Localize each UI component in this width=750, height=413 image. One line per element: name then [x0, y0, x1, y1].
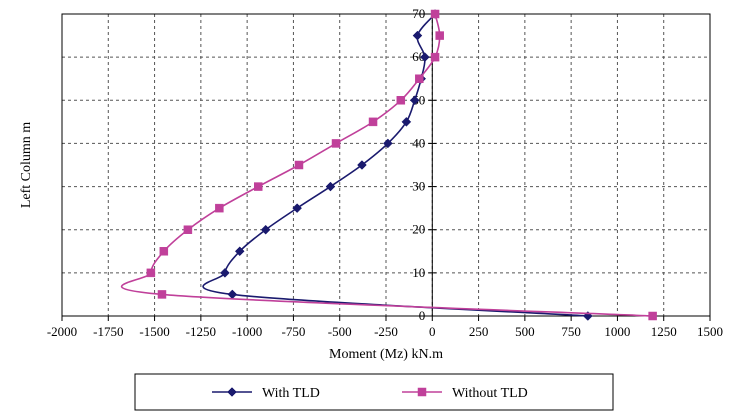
data-point-without-tld	[368, 117, 378, 127]
data-point-with-tld	[260, 224, 271, 235]
data-point-without-tld	[254, 182, 263, 191]
x-tick-label: -1750	[93, 324, 123, 339]
legend-item-without-tld: Without TLD	[402, 386, 528, 401]
data-point-without-tld	[215, 203, 224, 213]
x-tick-label: -1000	[232, 324, 262, 339]
x-axis-ticks: -2000 -1750 -1500 -1250 -1000 -750 -500 -250 0 25…	[47, 316, 723, 339]
legend-item-with-tld: With TLD	[212, 386, 320, 401]
x-tick-label: -2000	[47, 324, 77, 339]
series-without-tld	[120, 9, 657, 321]
y-tick-label: 0	[419, 308, 426, 323]
data-point-with-tld	[227, 289, 238, 300]
data-point-with-tld	[234, 246, 245, 257]
y-tick-label: 60	[412, 49, 425, 64]
x-tick-label: -1250	[186, 324, 216, 339]
x-tick-label: -500	[328, 324, 352, 339]
y-axis-title: Left Column m	[19, 122, 34, 208]
x-tick-label: 0	[429, 324, 436, 339]
data-point-with-tld	[420, 52, 430, 62]
data-point-with-tld	[412, 30, 423, 41]
series-with-tld	[202, 9, 593, 321]
data-point-with-tld	[325, 181, 336, 192]
data-point-with-tld	[382, 138, 393, 149]
data-point-with-tld	[401, 117, 412, 127]
y-tick-label: 10	[412, 265, 425, 280]
data-point-without-tld	[396, 96, 406, 105]
y-tick-label: 30	[412, 179, 425, 194]
data-point-with-tld	[409, 95, 420, 106]
legend-swatch-marker	[417, 387, 427, 397]
data-point-without-tld	[415, 74, 424, 83]
data-point-with-tld	[292, 203, 302, 213]
legend-swatch-marker	[227, 387, 237, 397]
x-axis-title: Moment (Mz) kN.m	[329, 347, 443, 362]
data-point-without-tld	[146, 268, 156, 278]
legend: With TLD Without TLD	[134, 373, 614, 411]
x-tick-label: -250	[374, 324, 398, 339]
data-point-without-tld	[430, 9, 440, 19]
data-point-without-tld	[648, 311, 657, 321]
data-point-without-tld	[183, 225, 193, 234]
legend-box	[134, 373, 614, 411]
x-tick-label: 750	[561, 324, 581, 339]
data-point-without-tld	[430, 52, 440, 62]
data-point-without-tld	[159, 247, 169, 256]
legend-label: With TLD	[262, 386, 320, 401]
y-tick-label: 70	[412, 6, 425, 21]
data-point-without-tld	[294, 160, 304, 170]
data-point-with-tld	[220, 268, 230, 278]
data-point-without-tld	[435, 31, 444, 40]
y-tick-label: 40	[412, 135, 425, 150]
x-tick-label: 500	[515, 324, 535, 339]
data-point-without-tld	[331, 139, 341, 148]
x-tick-label: 1500	[697, 324, 723, 339]
x-tick-label: 1000	[604, 324, 630, 339]
x-tick-label: -750	[282, 324, 306, 339]
legend-label: Without TLD	[452, 386, 528, 401]
series-line-with-tld	[202, 13, 588, 317]
data-point-without-tld	[157, 290, 167, 299]
data-point-with-tld	[357, 160, 367, 170]
y-tick-label: 20	[412, 222, 425, 237]
x-tick-label: 1250	[651, 324, 677, 339]
x-tick-label: 250	[469, 324, 489, 339]
x-tick-label: -1500	[139, 324, 169, 339]
series-layer	[120, 9, 657, 321]
gridlines	[62, 14, 710, 316]
y-axis-ticks: 010203040506070	[412, 6, 437, 323]
